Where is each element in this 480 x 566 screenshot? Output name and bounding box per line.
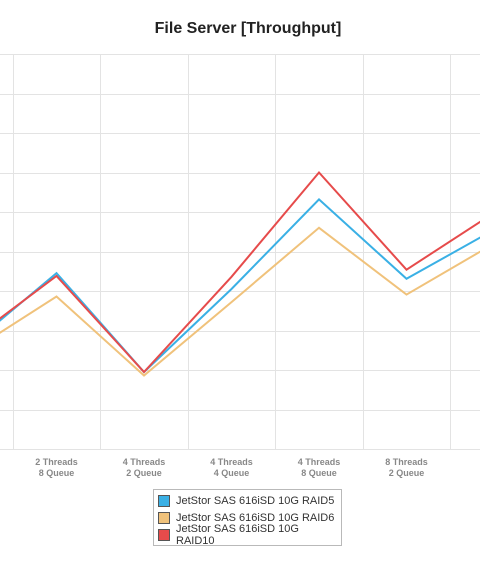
x-tick-label: 2 Queue (126, 468, 162, 478)
x-tick-label: 8 Queue (301, 468, 337, 478)
legend-label: JetStor SAS 616iSD 10G RAID10 (176, 522, 299, 547)
legend-swatch (158, 528, 170, 541)
legend-swatch (158, 511, 170, 524)
legend-label: JetStor SAS 616iSD 10G RAID6 (176, 511, 335, 524)
legend-label: JetStor SAS 616iSD 10G RAID5 (176, 494, 335, 507)
series-line-2 (0, 226, 480, 377)
chart-title: File Server [Throughput] (154, 20, 342, 37)
series-line-1 (0, 198, 480, 374)
x-tick-label: 2 Threads (35, 457, 78, 467)
grid (0, 54, 480, 450)
legend-item-2: JetStor SAS 616iSD 10G RAID6 (158, 509, 337, 526)
x-tick-label: 4 Threads (123, 457, 166, 467)
x-tick-label: 4 Threads (210, 457, 253, 467)
x-tick-label: 2 Queue (389, 468, 425, 478)
x-tick-label: 4 Threads (298, 457, 341, 467)
x-tick-label: 4 Queue (214, 468, 250, 478)
x-tick-label: 8 Threads (385, 457, 428, 467)
x-tick-label: 8 Queue (39, 468, 75, 478)
series-line-3 (0, 170, 480, 374)
legend-item-3: JetStor SAS 616iSD 10G RAID10 (158, 523, 337, 547)
legend-swatch (158, 494, 170, 507)
legend-item-1: JetStor SAS 616iSD 10G RAID5 (158, 492, 337, 509)
legend: JetStor SAS 616iSD 10G RAID5 JetStor SAS … (153, 489, 342, 547)
series-lines (0, 170, 480, 377)
